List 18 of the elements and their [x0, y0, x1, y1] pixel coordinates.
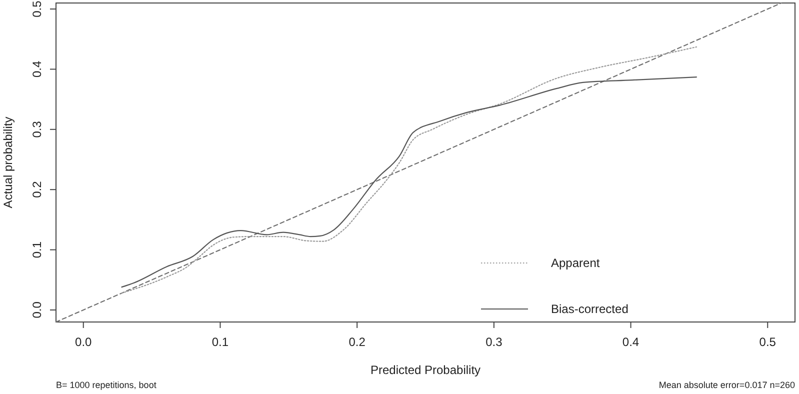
x-tick-label: 0.4 [622, 335, 640, 349]
y-tick-label: 0.5 [30, 0, 44, 18]
legend-label: Apparent [551, 256, 600, 270]
y-tick-label: 0.0 [30, 301, 44, 318]
x-tick-label: 0.1 [212, 335, 229, 349]
y-tick-label: 0.3 [30, 120, 44, 138]
x-axis-title: Predicted Probability [370, 363, 481, 377]
x-tick-label: 0.2 [348, 335, 366, 349]
legend-label: Bias-corrected [551, 302, 628, 316]
x-tick-label: 0.3 [486, 335, 503, 349]
y-tick-label: 0.4 [30, 60, 44, 78]
y-tick-label: 0.2 [30, 180, 44, 198]
x-tick-label: 0.0 [75, 335, 92, 349]
text: B= 1000 repetitions, boot [56, 380, 157, 390]
y-tick-label: 0.1 [30, 241, 44, 258]
y-axis-title: Actual probability [1, 116, 15, 208]
text: Mean absolute error=0.017 n=260 [658, 380, 795, 390]
x-tick-label: 0.5 [759, 335, 776, 349]
